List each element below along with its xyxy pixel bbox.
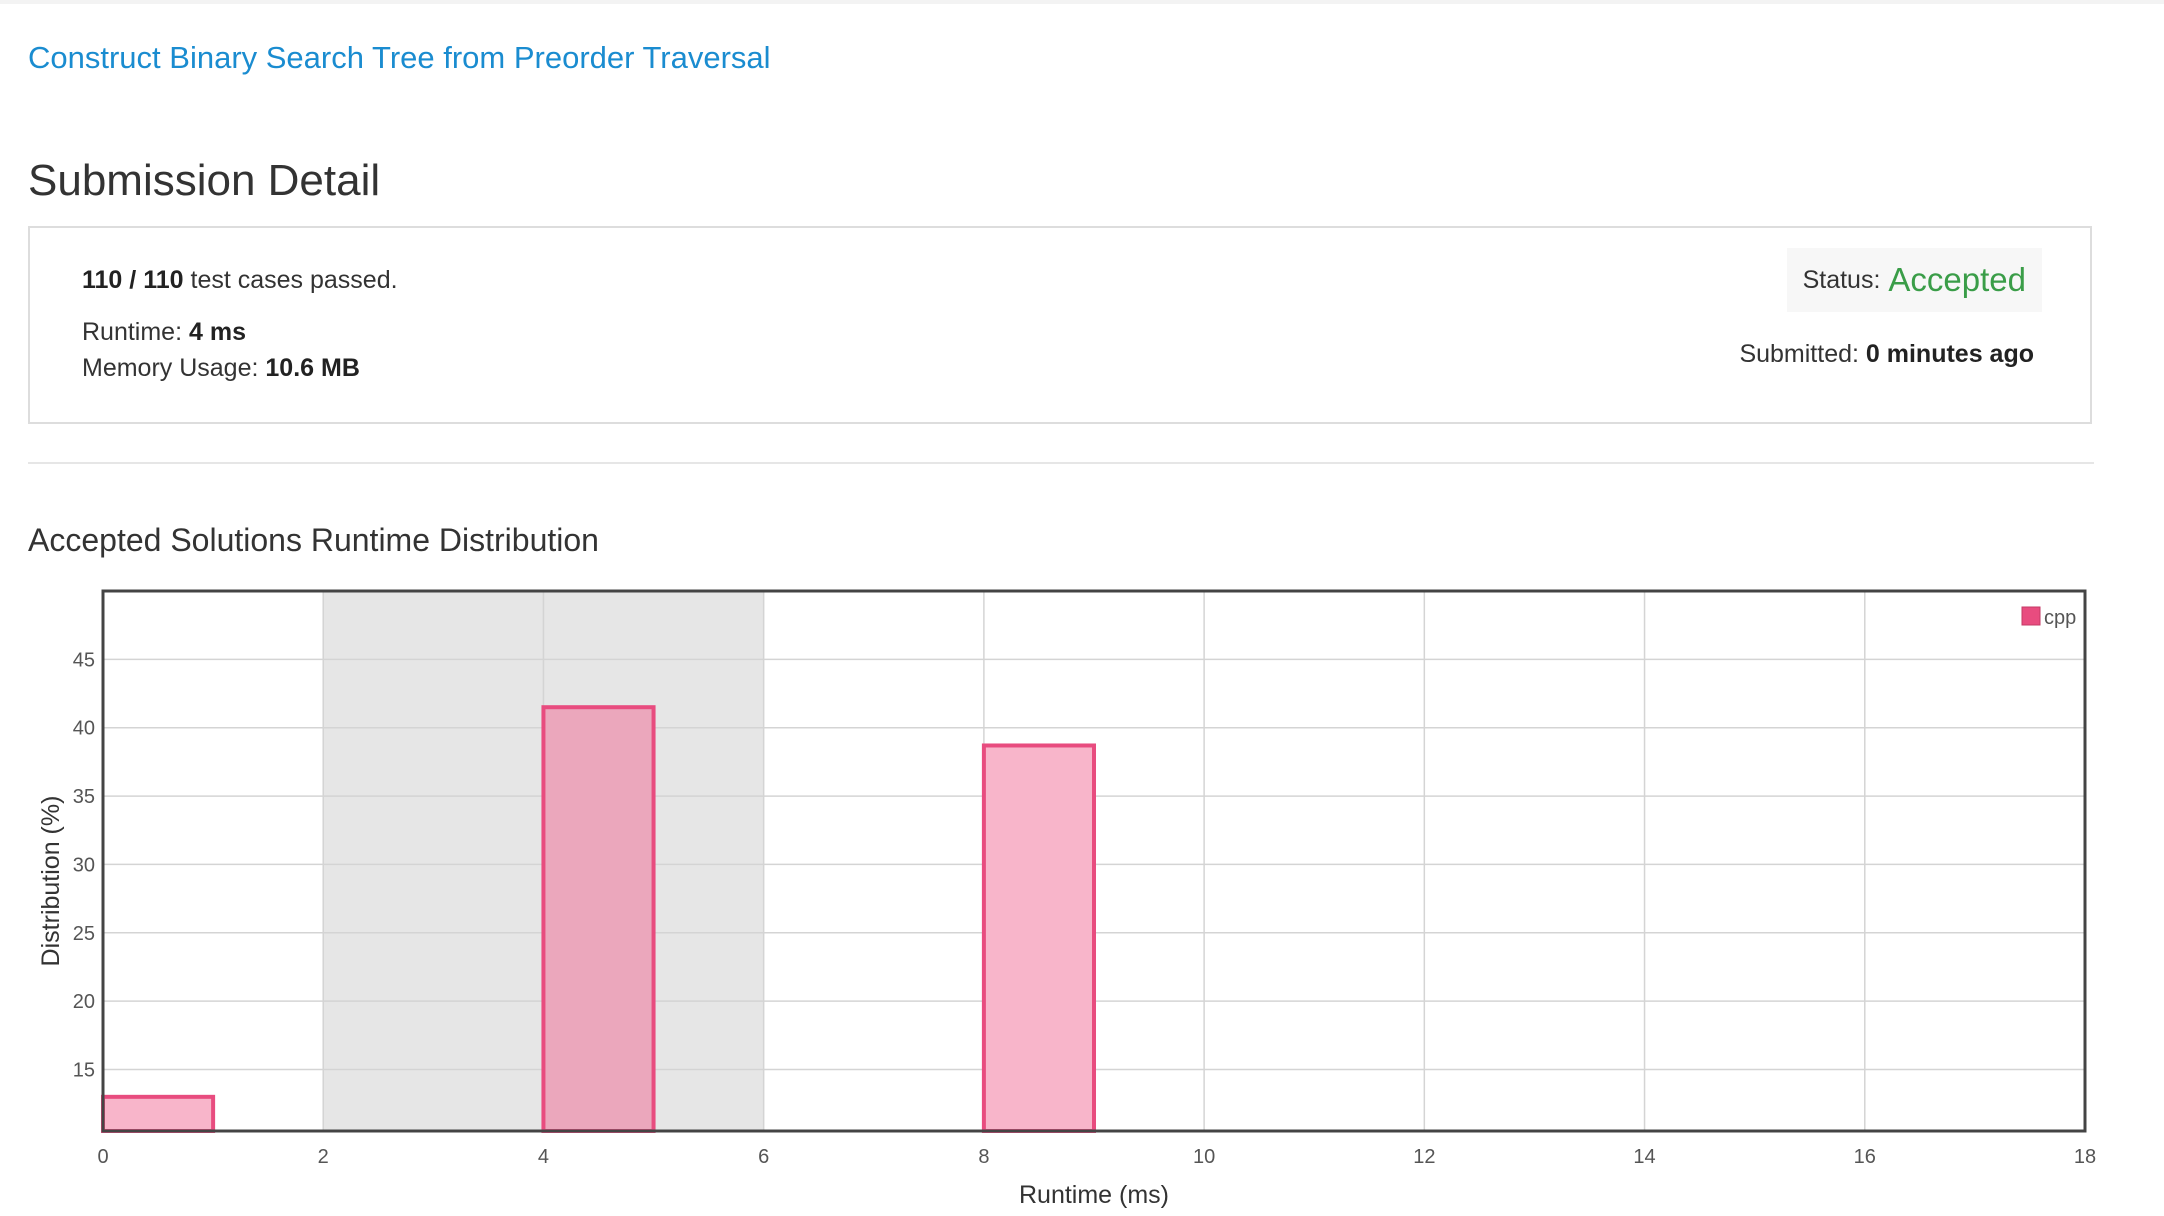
status-value: Accepted (1888, 261, 2026, 298)
x-axis-label: Runtime (ms) (1019, 1181, 1169, 1209)
page-title: Submission Detail (28, 156, 381, 205)
submission-detail-panel: 110 / 110 test cases passed. Runtime: 4 … (28, 226, 2092, 424)
runtime-label: Runtime: (82, 318, 183, 346)
total-count: 110 (143, 266, 184, 294)
test-cases-suffix: test cases passed. (190, 266, 398, 294)
y-axis-label: Distribution (%) (37, 796, 65, 967)
y-tick-label-2: 25 (73, 923, 95, 945)
memory-line: Memory Usage: 10.6 MB (82, 356, 360, 381)
top-border (0, 0, 2164, 4)
y-tick-label-5: 40 (73, 718, 95, 740)
x-tick-label-7: 14 (1633, 1146, 1655, 1168)
passed-count: 110 (82, 266, 123, 294)
submitted-value: 0 minutes ago (1865, 340, 2034, 368)
test-cases-line: 110 / 110 test cases passed. (82, 268, 398, 293)
plot-frame (101, 589, 2087, 1133)
x-tick-label-1: 2 (318, 1146, 329, 1168)
chart-title: Accepted Solutions Runtime Distribution (28, 522, 599, 558)
y-tick-label-0: 15 (73, 1059, 95, 1081)
bar-0-1 (541, 705, 656, 1133)
runtime-line: Runtime: 4 ms (82, 320, 246, 345)
x-tick-label-0: 0 (97, 1146, 108, 1168)
runtime-value: 4 ms (189, 318, 246, 346)
status-box: Status: Accepted (1786, 248, 2042, 312)
legend-swatch-cpp (2021, 606, 2041, 626)
y-tick-label-4: 35 (73, 786, 95, 808)
bar-0-2 (981, 743, 1097, 1133)
submitted-label: Submitted: (1739, 340, 1859, 368)
memory-value: 10.6 MB (265, 354, 360, 382)
x-tick-label-5: 10 (1193, 1146, 1215, 1168)
x-tick-label-9: 18 (2074, 1146, 2096, 1168)
x-tick-label-8: 16 (1854, 1146, 1876, 1168)
x-tick-label-6: 12 (1413, 1146, 1435, 1168)
memory-label: Memory Usage: (82, 354, 259, 382)
count-separator: / (129, 266, 137, 294)
x-tick-label-2: 4 (538, 1146, 549, 1168)
x-tick-label-3: 6 (758, 1146, 769, 1168)
x-tick-label-4: 8 (978, 1146, 989, 1168)
y-tick-label-3: 30 (73, 854, 95, 876)
bar-0-0 (101, 1094, 216, 1133)
y-tick-label-1: 20 (73, 991, 95, 1013)
status-label: Status: (1802, 265, 1881, 294)
legend-label-cpp: cpp (2044, 607, 2076, 629)
submitted-line: Submitted: 0 minutes ago (1739, 340, 2034, 369)
y-tick-label-6: 45 (73, 649, 95, 671)
problem-title-link[interactable]: Construct Binary Search Tree from Preord… (28, 40, 771, 75)
divider (28, 462, 2094, 464)
